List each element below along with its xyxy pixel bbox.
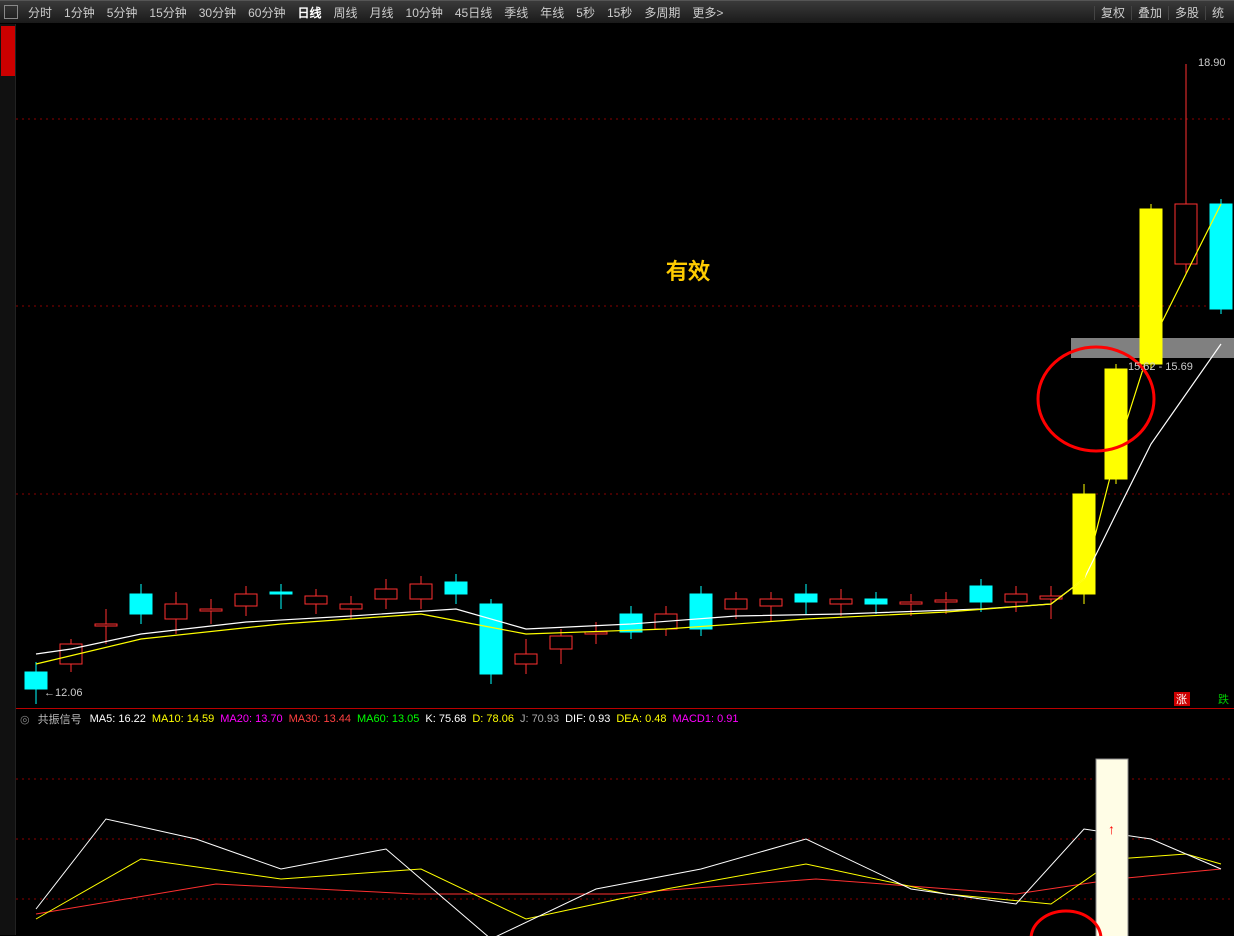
left-strip-marker[interactable]: [1, 26, 15, 76]
indicator-value: MA60: 13.05: [357, 713, 419, 725]
svg-text:18.90: 18.90: [1198, 57, 1226, 69]
indicator-bar: ◎ 共振信号 MA5: 16.22 MA10: 14.59 MA20: 13.70 M…: [16, 709, 1234, 729]
timeframe-item[interactable]: 1分钟: [58, 6, 101, 20]
indicator-value: MA30: 13.44: [289, 713, 351, 725]
toolbar-right-item[interactable]: 统: [1205, 6, 1230, 20]
svg-text:↑: ↑: [1108, 821, 1115, 837]
indicator-value: K: 75.68: [425, 713, 466, 725]
toolbar-right-item[interactable]: 多股: [1168, 6, 1205, 20]
timeframe-item[interactable]: 5分钟: [101, 6, 144, 20]
sub-indicator-chart[interactable]: ◎ 共振信号 MA5: 16.22 MA10: 14.59 MA20: 13.70 M…: [16, 708, 1234, 935]
timeframe-item[interactable]: 分时: [22, 6, 58, 20]
timeframe-item[interactable]: 周线: [327, 6, 363, 20]
indicator-value: D: 78.06: [472, 713, 514, 725]
timeframe-item[interactable]: 30分钟: [193, 6, 242, 20]
toolbar-icon[interactable]: [4, 5, 18, 19]
timeframe-item[interactable]: 15分钟: [143, 6, 192, 20]
timeframe-item[interactable]: 年线: [534, 6, 570, 20]
svg-text:←12.06: ←12.06: [44, 687, 83, 699]
toolbar-right-item[interactable]: 叠加: [1131, 6, 1168, 20]
indicator-value: MA20: 13.70: [220, 713, 282, 725]
timeframe-item[interactable]: 5秒: [570, 6, 601, 20]
timeframe-item[interactable]: 45日线: [449, 6, 498, 20]
timeframe-item[interactable]: 日线: [291, 6, 327, 20]
svg-text:15.62 - 15.69: 15.62 - 15.69: [1128, 361, 1193, 373]
indicator-value: DEA: 0.48: [616, 713, 666, 725]
left-tool-strip: [0, 24, 16, 935]
svg-text:跌: 跌: [1218, 692, 1229, 706]
sub-title-icon: ◎: [20, 713, 30, 726]
main-candlestick-chart[interactable]: 18.90 15.62 - 15.69 ←12.06 涨 跌 有效: [16, 24, 1234, 708]
timeframe-item[interactable]: 月线: [364, 6, 400, 20]
indicator-value: MA5: 16.22: [90, 713, 146, 725]
annotation-text: 有效: [666, 254, 710, 286]
timeframe-item[interactable]: 15秒: [601, 6, 638, 20]
timeframe-item[interactable]: 季线: [498, 6, 534, 20]
timeframe-toolbar: 分时1分钟5分钟15分钟30分钟60分钟日线周线月线10分钟45日线季线年线5秒…: [0, 0, 1234, 24]
timeframe-item[interactable]: 60分钟: [242, 6, 291, 20]
timeframe-item[interactable]: 多周期: [638, 6, 686, 20]
indicator-value: J: 70.93: [520, 713, 559, 725]
svg-text:涨: 涨: [1176, 693, 1187, 706]
sub-title: 共振信号: [38, 711, 82, 727]
indicator-value: MA10: 14.59: [152, 713, 214, 725]
toolbar-right-item[interactable]: 复权: [1094, 6, 1131, 20]
timeframe-item[interactable]: 10分钟: [400, 6, 449, 20]
indicator-value: MACD1: 0.91: [672, 713, 738, 725]
timeframe-item[interactable]: 更多>: [686, 6, 729, 20]
indicator-value: DIF: 0.93: [565, 713, 610, 725]
